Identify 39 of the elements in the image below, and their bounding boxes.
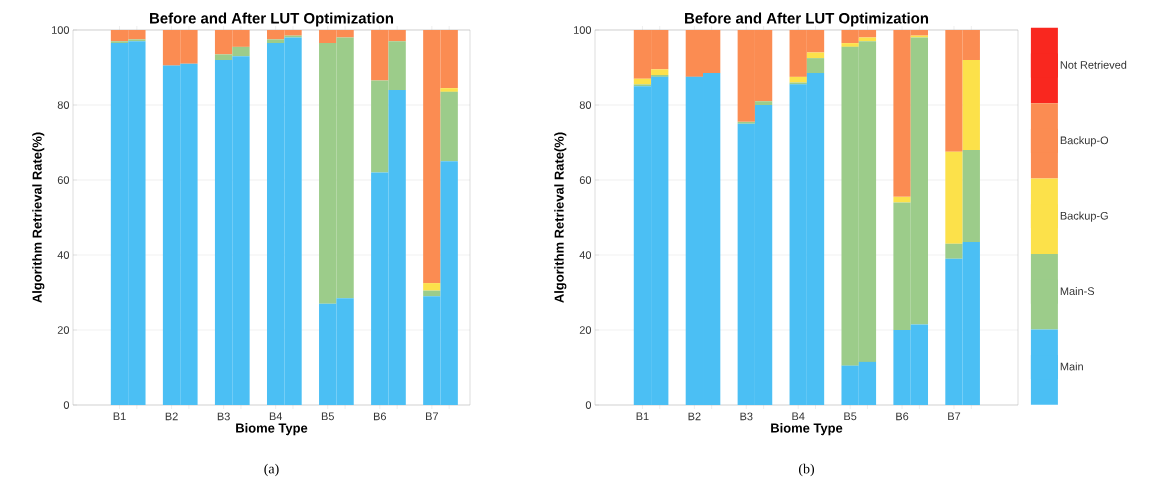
legend-label: Backup-G bbox=[1060, 211, 1108, 222]
y-tick-label: 80 bbox=[579, 101, 592, 109]
y-axis-title: Algorithm Retrieval Rate(%) bbox=[554, 132, 567, 303]
x-tick-label: B5 bbox=[321, 412, 334, 421]
x-tick-label: B7 bbox=[948, 412, 961, 421]
legend-label: Main-S bbox=[1060, 286, 1095, 296]
text: (a) bbox=[264, 463, 279, 477]
y-tick-label: 60 bbox=[579, 176, 592, 184]
x-tick-label: B3 bbox=[217, 412, 230, 421]
x-tick-label: B1 bbox=[113, 412, 126, 421]
y-axis-title: Algorithm Retrieval Rate(%) bbox=[32, 132, 45, 303]
y-tick-label: 0 bbox=[585, 401, 592, 409]
x-tick-label: B1 bbox=[636, 412, 649, 421]
x-tick-label: B6 bbox=[373, 412, 386, 421]
y-tick-label: 20 bbox=[57, 326, 70, 334]
x-tick-label: B4 bbox=[269, 412, 283, 421]
y-tick-label: 60 bbox=[57, 176, 70, 184]
chart-title: Before and After LUT Optimization bbox=[150, 12, 394, 27]
x-tick-label: B2 bbox=[688, 412, 701, 421]
text: (b) bbox=[798, 463, 815, 477]
y-tick-label: 20 bbox=[579, 326, 592, 334]
y-tick-label: 0 bbox=[63, 401, 70, 409]
y-tick-label: 100 bbox=[574, 26, 592, 34]
y-tick-label: 40 bbox=[579, 251, 592, 259]
chart-title: Before and After LUT Optimization bbox=[685, 12, 929, 27]
x-tick-label: B7 bbox=[426, 412, 438, 421]
x-tick-label: B2 bbox=[165, 412, 178, 421]
legend-label: Backup-O bbox=[1060, 136, 1109, 147]
x-axis-title: Biome Type bbox=[236, 423, 308, 436]
x-tick-label: B3 bbox=[740, 412, 753, 421]
legend-label: Not Retrieved bbox=[1060, 60, 1127, 69]
x-tick-label: B6 bbox=[896, 412, 909, 421]
x-tick-label: B4 bbox=[792, 412, 805, 421]
x-tick-label: B5 bbox=[844, 412, 857, 421]
y-tick-label: 40 bbox=[57, 251, 70, 259]
x-axis-title: Biome Type bbox=[771, 423, 843, 436]
legend-label: Main bbox=[1060, 362, 1083, 371]
y-tick-label: 80 bbox=[57, 101, 70, 109]
y-tick-label: 100 bbox=[52, 26, 70, 34]
